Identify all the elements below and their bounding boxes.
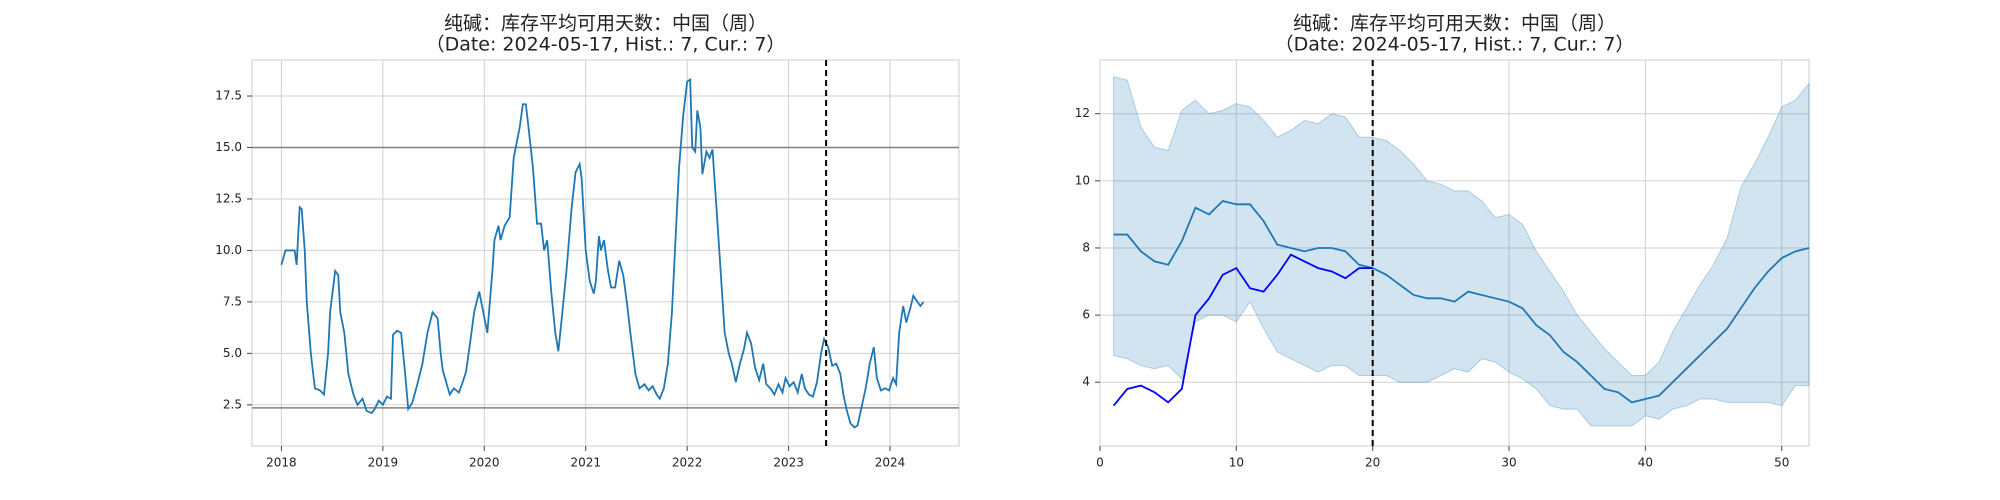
x-tick-label: 2021	[570, 456, 601, 470]
chart-subtitle: （Date: 2024-05-17, Hist.: 7, Cur.: 7）	[426, 34, 786, 56]
x-tick-label: 40	[1638, 456, 1653, 470]
y-tick-label: 10	[1075, 173, 1090, 187]
chart-title: 纯碱：库存平均可用天数：中国（周）	[1293, 13, 1616, 35]
range-band	[1113, 76, 1810, 427]
x-tick-label: 2018	[266, 456, 297, 470]
x-tick-label: 2020	[469, 456, 500, 470]
x-tick-label: 20	[1365, 456, 1380, 470]
chart-subtitle: （Date: 2024-05-17, Hist.: 7, Cur.: 7）	[1275, 34, 1635, 56]
chart-title: 纯碱：库存平均可用天数：中国（周）	[444, 13, 767, 35]
y-tick-label: 8	[1082, 240, 1090, 254]
x-tick-label: 50	[1774, 456, 1789, 470]
y-tick-label: 5.0	[223, 346, 242, 360]
x-tick-label: 2023	[773, 456, 804, 470]
series-line	[1112, 253, 1373, 407]
x-tick-label: 2024	[875, 456, 906, 470]
y-tick-label: 12.5	[215, 191, 242, 205]
x-tick-label: 0	[1096, 456, 1104, 470]
series-line	[280, 77, 925, 429]
y-tick-label: 2.5	[223, 397, 242, 411]
y-tick-label: 17.5	[215, 89, 242, 103]
plot-area	[1099, 59, 1810, 447]
y-tick-label: 7.5	[223, 294, 242, 308]
y-tick-label: 15.0	[215, 140, 242, 154]
y-tick-label: 12	[1075, 106, 1090, 120]
x-tick-label: 2019	[368, 456, 399, 470]
y-tick-label: 6	[1082, 308, 1090, 322]
series-line	[1113, 199, 1810, 404]
x-tick-label: 30	[1501, 456, 1516, 470]
y-tick-label: 10.0	[215, 243, 242, 257]
x-tick-label: 10	[1229, 456, 1244, 470]
x-tick-label: 2022	[672, 456, 703, 470]
y-tick-label: 4	[1082, 375, 1090, 389]
